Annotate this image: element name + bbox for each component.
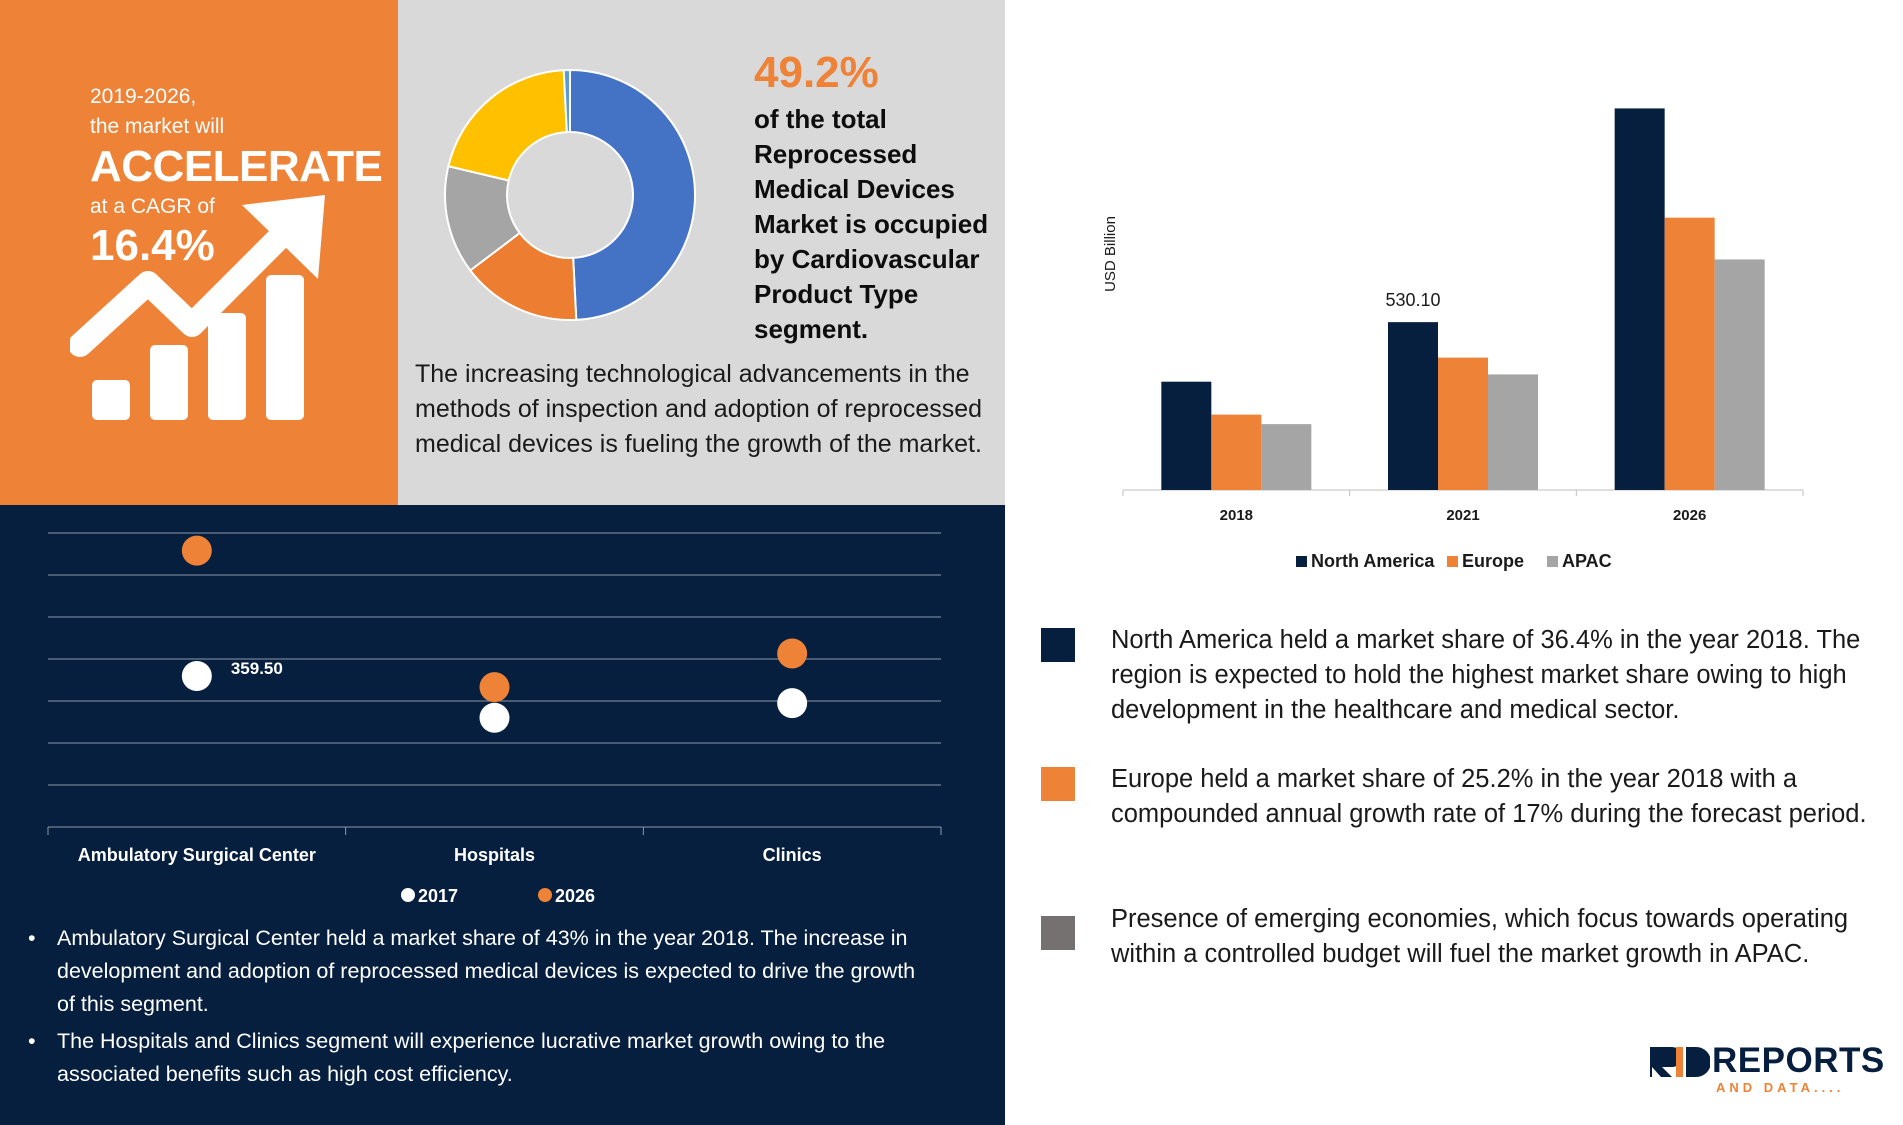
donut-slice-4 bbox=[562, 68, 571, 134]
y-axis-title: USD Billion bbox=[1102, 216, 1119, 292]
regional-bar-chart: 2018 2021 2026 530.10 USD Billion North Ameri… bbox=[1102, 108, 1804, 571]
cardiovascular-share-value: 49.2% bbox=[754, 48, 879, 97]
market-drivers-text: The increasing technological advancement… bbox=[415, 360, 983, 458]
bullet-item: The Hospitals and Clinics segment will e… bbox=[28, 1025, 938, 1091]
data-label: 359.50 bbox=[231, 659, 283, 678]
dot-2026-0 bbox=[181, 535, 212, 566]
legend-label: APAC bbox=[1562, 551, 1612, 571]
bar-europe-2021 bbox=[1438, 357, 1488, 490]
bar-europe-2018 bbox=[1211, 414, 1262, 490]
cagr-headline: 2019-2026, the market will ACCELERATE at… bbox=[90, 82, 383, 270]
north-america-swatch bbox=[1041, 628, 1075, 662]
apac-swatch bbox=[1041, 916, 1075, 950]
category-label: 2026 bbox=[1673, 507, 1706, 524]
category-label: Hospitals bbox=[454, 845, 535, 865]
europe-swatch bbox=[1041, 767, 1075, 801]
legend-marker bbox=[401, 888, 415, 902]
cagr-label: at a CAGR of bbox=[90, 195, 215, 218]
data-label: 530.10 bbox=[1385, 290, 1440, 310]
legend-swatch bbox=[1547, 556, 1558, 567]
bullet-item: Ambulatory Surgical Center held a market… bbox=[28, 922, 938, 1021]
europe-note: Europe held a market share of 25.2% in t… bbox=[1111, 765, 1867, 828]
bar-north-america-2026 bbox=[1614, 108, 1665, 491]
apac-note: Presence of emerging economies, which fo… bbox=[1111, 905, 1849, 968]
donut-slice-0 bbox=[569, 68, 696, 321]
legend-swatch bbox=[1447, 556, 1458, 567]
legend-label: 2017 bbox=[418, 886, 458, 906]
logo-wordmark: REPORTS bbox=[1712, 1041, 1885, 1080]
cagr-panel bbox=[0, 0, 398, 505]
bar-europe-2026 bbox=[1664, 217, 1715, 490]
legend-label: North America bbox=[1311, 551, 1435, 571]
dot-2017-1 bbox=[479, 702, 510, 733]
dot-2017-0 bbox=[181, 661, 212, 692]
north-america-note: North America held a market share of 36.… bbox=[1111, 626, 1861, 724]
accelerate-text: ACCELERATE bbox=[90, 142, 383, 191]
market-will-text: the market will bbox=[90, 115, 225, 138]
category-label: Ambulatory Surgical Center bbox=[78, 845, 316, 865]
period-text: 2019-2026, bbox=[90, 85, 197, 108]
reports-and-data-logo-icon bbox=[1650, 1047, 1710, 1077]
category-label: Clinics bbox=[763, 845, 822, 865]
legend-label: Europe bbox=[1462, 551, 1524, 571]
donut-slice-3 bbox=[447, 69, 568, 182]
cagr-value: 16.4% bbox=[90, 221, 215, 270]
bar-apac-2018 bbox=[1261, 424, 1312, 490]
logo-tagline: AND DATA.... bbox=[1716, 1080, 1845, 1095]
product-type-donut-chart bbox=[444, 68, 696, 321]
end-use-panel bbox=[0, 505, 1005, 1125]
cardiovascular-share-description: of the total Reprocessed Medical Devices… bbox=[754, 104, 989, 344]
dot-2017-2 bbox=[777, 688, 808, 719]
category-label: 2021 bbox=[1446, 507, 1479, 524]
growth-chart-icon bbox=[70, 195, 325, 420]
legend-swatch bbox=[1296, 556, 1307, 567]
legend-marker bbox=[538, 888, 552, 902]
bar-north-america-2018 bbox=[1161, 381, 1212, 490]
category-label: 2018 bbox=[1220, 507, 1253, 524]
dot-2026-1 bbox=[479, 672, 510, 703]
dot-2026-2 bbox=[777, 638, 808, 669]
bar-apac-2026 bbox=[1714, 259, 1765, 490]
bar-apac-2021 bbox=[1488, 374, 1538, 490]
end-use-bullets: Ambulatory Surgical Center held a market… bbox=[28, 922, 938, 1095]
legend-label: 2026 bbox=[555, 886, 595, 906]
end-use-dot-chart: Ambulatory Surgical Center Hospitals Clini… bbox=[47, 532, 942, 906]
bar-north-america-2021 bbox=[1388, 322, 1438, 490]
